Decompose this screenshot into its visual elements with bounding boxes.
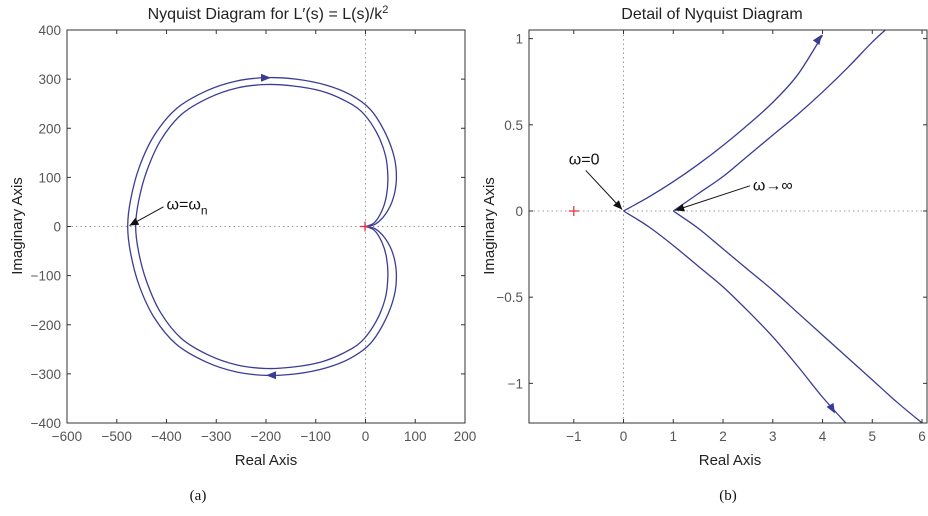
direction-arrow-1 bbox=[261, 73, 271, 82]
panel-a-nyquist-diagram: Nyquist Diagram for L′(s) = L(s)/k2 −600… bbox=[9, 4, 476, 504]
y-tick-label: 200 bbox=[38, 121, 61, 136]
panel-a-x-axis-label: Real Axis bbox=[235, 452, 298, 469]
x-tick-label: −200 bbox=[251, 429, 281, 444]
panel-b-title: Detail of Nyquist Diagram bbox=[621, 6, 802, 23]
annotation-label-1: ω=0 bbox=[569, 151, 600, 168]
y-tick-label: −1 bbox=[508, 376, 523, 391]
y-tick-label: −300 bbox=[31, 367, 61, 382]
panel-a-critical-point bbox=[360, 221, 371, 232]
panel-a-title: Nyquist Diagram for L′(s) = L(s)/k2 bbox=[148, 4, 389, 23]
y-tick-label: −200 bbox=[31, 318, 61, 333]
x-tick-label: 2 bbox=[719, 429, 727, 444]
annotation-arrow-line bbox=[675, 185, 751, 211]
annotation-label-2: ω→∞ bbox=[753, 177, 793, 194]
y-tick-label: 0.5 bbox=[504, 118, 523, 133]
x-tick-label: 6 bbox=[918, 429, 926, 444]
panel-b-direction-arrows bbox=[812, 34, 835, 414]
nyquist-curve-3 bbox=[672, 30, 887, 212]
direction-arrow-2 bbox=[266, 371, 276, 380]
panel-a-annotations: ω=ωn bbox=[129, 196, 208, 226]
panel-a-zero-lines bbox=[67, 30, 465, 423]
panel-b-y-axis-label: Imaginary Axis bbox=[481, 177, 498, 275]
panel-b-axes-frame bbox=[528, 29, 928, 424]
nyquist-curve-1 bbox=[127, 76, 398, 377]
y-tick-label: −400 bbox=[31, 416, 61, 431]
x-tick-label: 4 bbox=[819, 429, 827, 444]
direction-arrow-1 bbox=[812, 34, 822, 45]
x-tick-label: 3 bbox=[769, 429, 777, 444]
nyquist-curve-2 bbox=[623, 210, 847, 423]
x-tick-label: 5 bbox=[869, 429, 877, 444]
annotation-arrow-head bbox=[675, 203, 685, 212]
panel-b-x-axis-label: Real Axis bbox=[699, 452, 762, 469]
nyquist-curve-2 bbox=[135, 83, 389, 370]
y-tick-label: 400 bbox=[38, 23, 61, 38]
y-tick-label: 300 bbox=[38, 72, 61, 87]
annotation-arrow-head bbox=[613, 200, 623, 210]
panel-b-ticks: −1 0 1 2 3 4 5 6 1 0.5 0 −0.5 −1 bbox=[496, 30, 927, 444]
panel-a-series bbox=[127, 76, 398, 377]
annotation-label-1: ω=ωn bbox=[167, 196, 208, 217]
y-tick-label: −0.5 bbox=[496, 290, 523, 305]
x-tick-label: 0 bbox=[620, 429, 628, 444]
critical-point-marker bbox=[360, 221, 371, 232]
x-tick-label: −300 bbox=[201, 429, 231, 444]
y-tick-label: 1 bbox=[515, 32, 523, 47]
panel-b-series bbox=[623, 30, 923, 423]
panel-b-critical-point bbox=[568, 205, 579, 216]
direction-arrow-2 bbox=[826, 402, 835, 414]
x-tick-label: 0 bbox=[362, 429, 370, 444]
x-tick-label: −400 bbox=[151, 429, 181, 444]
x-tick-label: 1 bbox=[670, 429, 678, 444]
panel-b-zero-lines bbox=[529, 30, 927, 423]
y-tick-label: 0 bbox=[53, 220, 61, 235]
x-tick-label: −1 bbox=[566, 429, 581, 444]
panel-a-direction-arrows bbox=[261, 73, 276, 380]
y-tick-label: −100 bbox=[31, 269, 61, 284]
panel-a-caption: (a) bbox=[190, 488, 207, 504]
x-tick-label: 100 bbox=[404, 429, 427, 444]
x-tick-label: −500 bbox=[102, 429, 132, 444]
x-tick-label: −600 bbox=[52, 429, 82, 444]
x-tick-label: −100 bbox=[301, 429, 331, 444]
panel-a-ticks: −600 −500 −400 −300 −200 −100 0 100 200 400 300 200… bbox=[31, 23, 477, 444]
y-tick-label: 0 bbox=[515, 204, 523, 219]
panel-a-y-axis-label: Imaginary Axis bbox=[9, 177, 26, 275]
critical-point-marker bbox=[568, 205, 579, 216]
x-tick-label: 200 bbox=[454, 429, 477, 444]
annotation-arrow-head bbox=[129, 217, 140, 226]
y-tick-label: 100 bbox=[38, 170, 61, 185]
panel-b-nyquist-detail: Detail of Nyquist Diagram −1 0 1 2 3 4 5 6 1 0.5 0… bbox=[481, 6, 928, 504]
panel-b-annotations: ω=0 ω→∞ bbox=[569, 151, 793, 212]
panel-b-caption: (b) bbox=[719, 488, 737, 504]
nyquist-curve-4 bbox=[672, 210, 923, 423]
nyquist-curve-1 bbox=[623, 34, 824, 212]
